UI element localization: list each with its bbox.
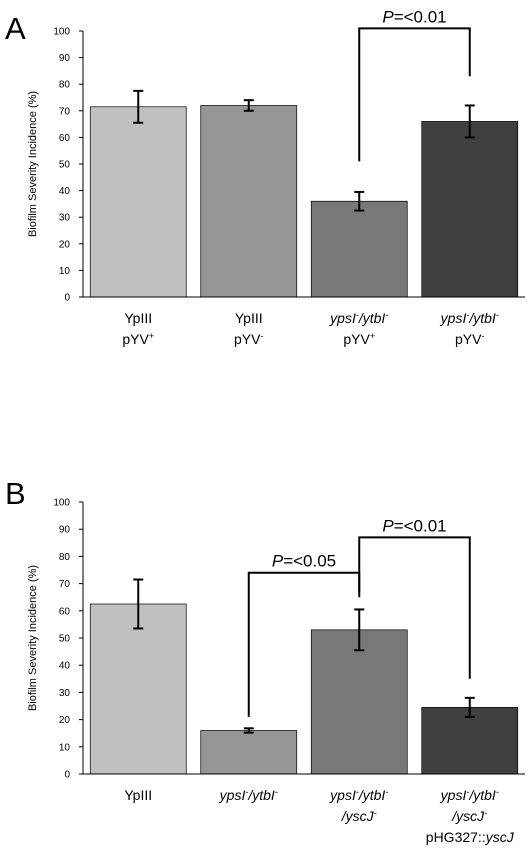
y-axis-label: Biofilm Severity Incidence (%) bbox=[27, 565, 39, 711]
y-tick-label: 90 bbox=[59, 53, 71, 64]
svg-text:pYV+: pYV+ bbox=[343, 331, 375, 347]
svg-text:YpIII: YpIII bbox=[235, 310, 263, 326]
bar bbox=[89, 603, 187, 775]
y-tick-label: 100 bbox=[53, 498, 70, 509]
svg-text:YpIII: YpIII bbox=[124, 310, 152, 326]
y-tick-label: 50 bbox=[59, 160, 71, 171]
panel-label: A bbox=[5, 11, 26, 46]
y-tick-label: 0 bbox=[64, 770, 70, 781]
error-bar bbox=[133, 578, 144, 630]
y-tick-label: 50 bbox=[59, 634, 71, 645]
y-tick-label: 30 bbox=[59, 688, 71, 699]
y-tick-label: 80 bbox=[59, 552, 71, 563]
svg-text:ypsI-/ytbI-: ypsI-/ytbI- bbox=[329, 310, 388, 326]
bar bbox=[310, 200, 408, 298]
x-tick-label: ypsI-/ytbI-pYV+ bbox=[329, 310, 388, 347]
y-tick-label: 80 bbox=[59, 80, 71, 91]
svg-text:ypsI-/ytbI-: ypsI-/ytbI- bbox=[329, 787, 388, 803]
error-bar bbox=[243, 99, 254, 112]
bar bbox=[421, 121, 519, 298]
svg-text:pYV-: pYV- bbox=[234, 331, 263, 347]
y-tick-label: 70 bbox=[59, 579, 71, 590]
x-tick-label: ypsI-/ytbI- /yscJ- bbox=[329, 787, 388, 824]
error-bar bbox=[354, 608, 365, 652]
y-tick-label: 10 bbox=[59, 742, 71, 753]
svg-text:YpIII: YpIII bbox=[124, 787, 152, 803]
x-tick-label: YpIII bbox=[124, 787, 152, 803]
bar bbox=[200, 730, 298, 775]
svg-text:/yscJ-: /yscJ- bbox=[451, 808, 487, 824]
y-tick-label: 70 bbox=[59, 106, 71, 117]
svg-text:pHG327::yscJ: pHG327::yscJ bbox=[426, 829, 515, 845]
error-bar bbox=[464, 104, 475, 139]
y-tick-label: 90 bbox=[59, 525, 71, 536]
svg-text:ypsI-/ytbI-: ypsI-/ytbI- bbox=[440, 787, 499, 803]
error-bar bbox=[243, 727, 254, 734]
x-tick-label: YpIII pYV+ bbox=[122, 310, 154, 347]
error-bar bbox=[133, 89, 144, 124]
y-tick-label: 60 bbox=[59, 133, 71, 144]
y-tick-label: 10 bbox=[59, 266, 71, 277]
svg-text:/yscJ-: /yscJ- bbox=[341, 808, 377, 824]
y-tick-label: 40 bbox=[59, 661, 71, 672]
bar bbox=[89, 106, 187, 298]
chart-panel-a: A 0 10 20 30 40 50 60 70 80 90 100 Biofilm Severity … bbox=[5, 7, 525, 347]
y-tick-label: 20 bbox=[59, 239, 71, 250]
error-bar bbox=[354, 190, 365, 212]
significance-label: P=<0.01 bbox=[382, 7, 446, 26]
bar bbox=[310, 629, 408, 775]
y-tick-label: 30 bbox=[59, 213, 71, 224]
x-tick-label: ypsI-/ytbI-pYV- bbox=[440, 310, 499, 347]
significance-bracket: P=<0.01 bbox=[358, 516, 471, 679]
significance-bracket: P=<0.01 bbox=[358, 7, 471, 162]
y-tick-label: 60 bbox=[59, 606, 71, 617]
x-tick-label: ypsI-/ytbI-/yscJ-pHG327::yscJ bbox=[426, 787, 515, 845]
chart-panel-b: B 0 10 20 30 40 50 60 70 80 90 100 Biofilm Severity … bbox=[5, 476, 525, 845]
y-tick-label: 100 bbox=[53, 27, 70, 38]
bar bbox=[421, 707, 519, 775]
x-tick-label: ypsI-/ytbI- bbox=[219, 787, 278, 803]
panel-label: B bbox=[5, 476, 26, 511]
svg-text:pYV-: pYV- bbox=[455, 331, 484, 347]
y-tick-label: 40 bbox=[59, 186, 71, 197]
error-bar bbox=[464, 696, 475, 718]
y-tick-label: 0 bbox=[64, 293, 70, 304]
significance-label: P=<0.05 bbox=[272, 552, 336, 571]
svg-text:pYV+: pYV+ bbox=[122, 331, 154, 347]
significance-label: P=<0.01 bbox=[382, 516, 446, 535]
svg-text:ypsI-/ytbI-: ypsI-/ytbI- bbox=[440, 310, 499, 326]
bar bbox=[200, 105, 298, 298]
x-tick-label: YpIII pYV- bbox=[234, 310, 263, 347]
y-tick-label: 20 bbox=[59, 715, 71, 726]
y-axis-label: Biofilm Severity Incidence (%) bbox=[27, 91, 39, 237]
svg-text:ypsI-/ytbI-: ypsI-/ytbI- bbox=[219, 787, 278, 803]
